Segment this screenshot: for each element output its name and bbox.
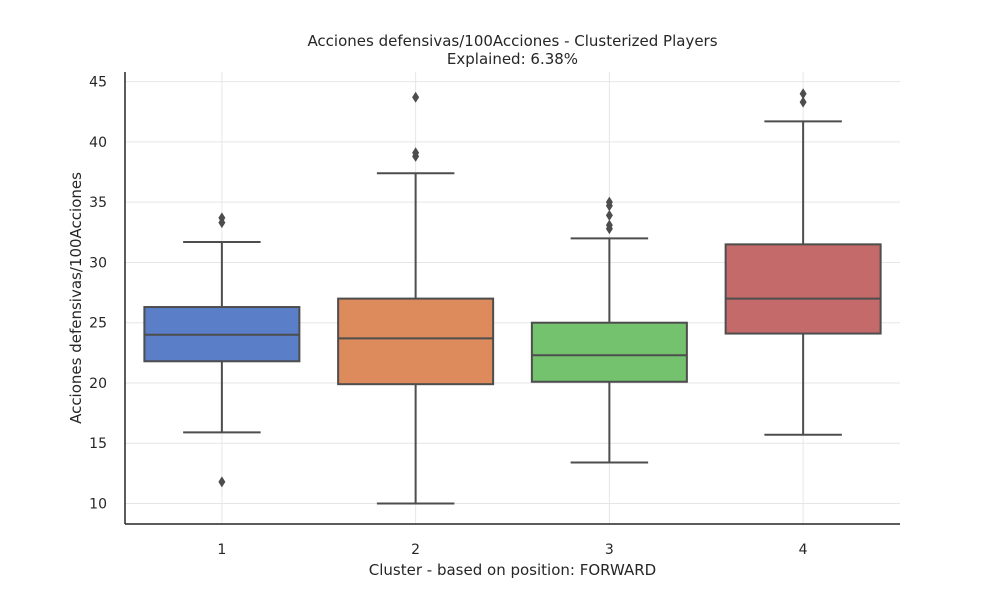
y-axis-label: Acciones defensivas/100Acciones	[67, 172, 85, 424]
y-tick-label: 40	[89, 135, 107, 151]
outlier-point	[605, 209, 613, 221]
x-tick-label: 2	[411, 542, 420, 558]
box-iqr	[724, 243, 882, 335]
box-iqr	[337, 297, 495, 386]
outlier-point	[605, 196, 613, 208]
box-cluster-4	[724, 88, 882, 436]
y-tick-label: 35	[89, 195, 107, 211]
outlier-point	[218, 476, 226, 488]
boxes	[143, 88, 882, 505]
outlier-point	[412, 147, 420, 159]
chart-subtitle: Explained: 6.38%	[446, 50, 579, 68]
x-tick-label: 4	[799, 542, 808, 558]
y-tick-label: 45	[89, 75, 107, 91]
outlier-point	[605, 219, 613, 231]
y-tick-label: 20	[89, 376, 107, 392]
box-cluster-3	[530, 196, 688, 464]
box-cluster-2	[337, 91, 495, 505]
outlier-point	[799, 96, 807, 108]
y-tick-label: 30	[89, 255, 107, 271]
outlier-point	[218, 212, 226, 224]
x-tick-label: 3	[605, 542, 614, 558]
y-tick-label: 25	[89, 316, 107, 332]
axes: 10 15 20 25 30 35 40 45 1 2 3 4	[89, 72, 900, 558]
box-iqr	[530, 321, 688, 383]
chart-title: Acciones defensivas/100Acciones - Cluste…	[307, 32, 718, 50]
outlier-point	[412, 91, 420, 103]
x-tick-label: 1	[217, 542, 226, 558]
y-tick-label: 10	[89, 497, 107, 513]
y-tick-label: 15	[89, 436, 107, 452]
box-cluster-1	[143, 212, 301, 488]
x-axis-label: Cluster - based on position: FORWARD	[368, 561, 657, 579]
outlier-point	[799, 88, 807, 100]
